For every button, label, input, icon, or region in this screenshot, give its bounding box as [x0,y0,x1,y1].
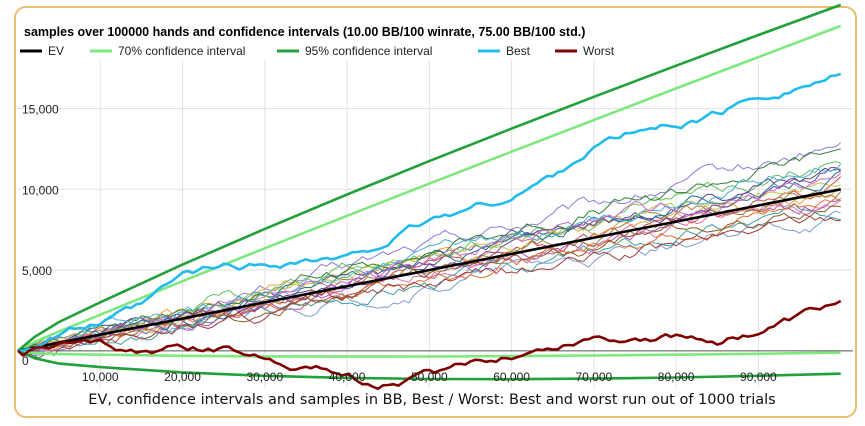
y-axis: 0 5,000 10,000 15,000 [22,102,59,367]
y-tick-label: 5,000 [22,264,52,278]
legend-label: EV [48,44,64,58]
series-line-ev [17,188,841,353]
series-line-worst [17,299,842,391]
y-tick-label: 15,000 [22,102,59,116]
y-tick-label: 10,000 [22,183,59,197]
series-line-sample [17,210,841,357]
chart-title: samples over 100000 hands and confidence… [24,25,585,39]
legend-label: Worst [583,44,615,58]
legend-label: Best [506,44,531,58]
series-line-ci95-upper [17,3,842,352]
series-line-sample [17,215,841,359]
series-line-sample [17,163,842,357]
x-tick-label: 10,000 [82,370,119,384]
plot-area [17,3,853,391]
series-line-best [17,72,842,353]
legend-label: 70% confidence interval [118,44,245,58]
series-line-sample [17,191,842,352]
x-tick-label: 90,000 [740,370,777,384]
series-line-sample [17,148,841,356]
legend: EV 70% confidence interval 95% confidence … [20,44,615,58]
x-tick-label: 70,000 [576,370,613,384]
series-line-ci95-lower [17,349,841,381]
x-tick-label: 60,000 [493,370,530,384]
x-tick-label: 30,000 [246,370,283,384]
chart-caption: EV, confidence intervals and samples in … [88,392,775,408]
x-tick-label: 80,000 [658,370,695,384]
legend-label: 95% confidence interval [305,44,432,58]
series-line-sample [17,203,841,355]
x-axis: 10,000 20,000 30,000 40,000 50,000 60,000 70,0… [82,370,777,384]
y-tick-label: 0 [22,354,29,368]
series-line-sample [17,172,842,357]
x-tick-label: 50,000 [411,370,448,384]
x-tick-label: 40,000 [329,370,366,384]
series-line-sample [17,182,841,356]
series-line-ci70-upper [17,24,842,352]
x-tick-label: 20,000 [164,370,201,384]
series-line-ci70-lower [17,349,841,358]
